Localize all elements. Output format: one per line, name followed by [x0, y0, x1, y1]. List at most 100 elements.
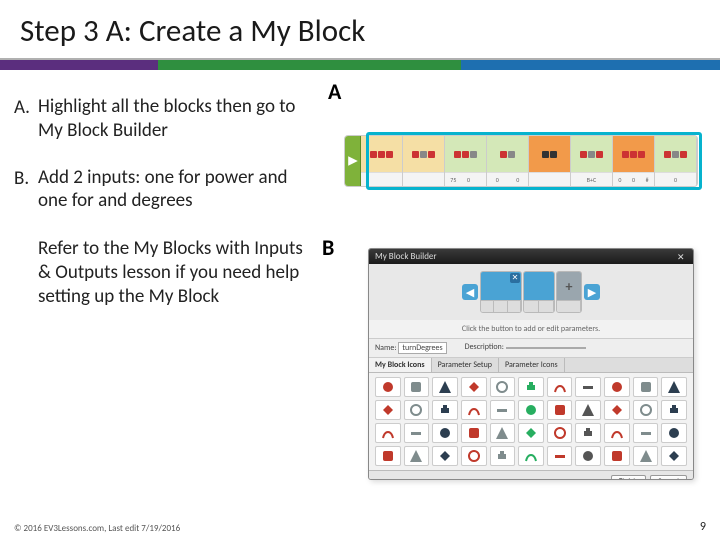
block-icon-option[interactable]: [490, 400, 516, 420]
block-param-value: 75: [450, 176, 456, 184]
block-param-icon: [664, 151, 671, 158]
block-param-icon: [386, 151, 393, 158]
block-icon-option[interactable]: [432, 446, 458, 466]
dialog-footer: Finish Cancel: [369, 470, 693, 480]
remove-param-icon[interactable]: ✕: [510, 273, 520, 283]
preview-block: +: [556, 271, 582, 313]
block-icon-option[interactable]: [490, 446, 516, 466]
block-preview-area: ◀ ✕+ ▶: [369, 264, 693, 320]
ev3-block: 0: [655, 136, 697, 186]
desc-input[interactable]: [506, 347, 586, 349]
tab-parameter-setup[interactable]: Parameter Setup: [432, 358, 499, 372]
block-icon-option[interactable]: [375, 400, 401, 420]
block-param-value: 0: [496, 176, 499, 184]
block-param-icon: [622, 151, 629, 158]
block-icon-option[interactable]: [432, 377, 458, 397]
accent-seg-3: [461, 60, 720, 70]
close-icon[interactable]: ✕: [677, 252, 687, 262]
block-icon-option[interactable]: [633, 423, 659, 443]
desc-label: Description:: [465, 342, 504, 352]
block-param-value: #: [646, 176, 649, 184]
block-icon-option[interactable]: [518, 423, 544, 443]
block-param-icon: [638, 151, 645, 158]
start-block: [345, 136, 361, 186]
block-param-value: B+C: [587, 176, 596, 184]
block-icon-option[interactable]: [404, 423, 430, 443]
block-icon-option[interactable]: [661, 446, 687, 466]
block-icon-option[interactable]: [633, 377, 659, 397]
block-icon-option[interactable]: [518, 446, 544, 466]
block-param-icon: [500, 151, 507, 158]
block-param-value: 0: [516, 176, 519, 184]
name-label: Name:: [375, 343, 397, 353]
block-icon-option[interactable]: [518, 400, 544, 420]
block-icon-option[interactable]: [575, 400, 601, 420]
block-icon-option[interactable]: [633, 400, 659, 420]
bullet-b: B. Add 2 inputs: one for power and one f…: [14, 167, 318, 214]
block-param-icon: [542, 151, 549, 158]
block-icon-option[interactable]: [575, 377, 601, 397]
block-icon-option[interactable]: [661, 400, 687, 420]
block-icon-option[interactable]: [490, 377, 516, 397]
block-icon-option[interactable]: [375, 446, 401, 466]
block-icon-option[interactable]: [518, 377, 544, 397]
block-icon-option[interactable]: [575, 423, 601, 443]
block-icon-option[interactable]: [547, 423, 573, 443]
block-icon-option[interactable]: [375, 423, 401, 443]
block-icon-option[interactable]: [404, 377, 430, 397]
tab-strip: My Block IconsParameter SetupParameter I…: [369, 358, 693, 373]
block-icon-option[interactable]: [604, 446, 630, 466]
block-icon-option[interactable]: [604, 400, 630, 420]
block-icon-option[interactable]: [547, 446, 573, 466]
param-next-button[interactable]: ▶: [584, 284, 600, 300]
block-icon-option[interactable]: [490, 423, 516, 443]
dialog-title: My Block Builder: [375, 251, 437, 262]
block-icon-option[interactable]: [604, 377, 630, 397]
add-param-icon[interactable]: +: [557, 272, 581, 300]
block-icon-option[interactable]: [461, 446, 487, 466]
block-param-icon: [508, 151, 515, 158]
tab-my-block-icons[interactable]: My Block Icons: [369, 358, 432, 372]
block-param-icon: [580, 151, 587, 158]
slide-title: Step 3 A: Create a My Block: [0, 0, 720, 60]
block-icon-option[interactable]: [547, 377, 573, 397]
block-param-icon: [462, 151, 469, 158]
block-icon-option[interactable]: [432, 423, 458, 443]
fields-row: Name: turnDegrees Description:: [369, 338, 693, 358]
bullet-b-text: Add 2 inputs: one for power and one for …: [14, 166, 318, 214]
block-icon-option[interactable]: [661, 377, 687, 397]
block-param-value: 0: [618, 176, 621, 184]
ev3-block: [403, 136, 445, 186]
block-icon-option[interactable]: [575, 446, 601, 466]
block-icon-option[interactable]: [375, 377, 401, 397]
block-param-icon: [470, 151, 477, 158]
preview-block: ✕: [480, 271, 522, 313]
block-icon-option[interactable]: [404, 400, 430, 420]
block-icon-option[interactable]: [661, 423, 687, 443]
block-param-icon: [680, 151, 687, 158]
block-icon-option[interactable]: [432, 400, 458, 420]
name-field: Name: turnDegrees: [375, 342, 447, 354]
block-icon-option[interactable]: [461, 400, 487, 420]
name-input[interactable]: turnDegrees: [398, 342, 446, 354]
block-icon-option[interactable]: [547, 400, 573, 420]
block-param-icon: [454, 151, 461, 158]
cancel-button[interactable]: Cancel: [650, 475, 688, 480]
block-icon-option[interactable]: [604, 423, 630, 443]
block-param-value: 0: [467, 176, 470, 184]
dialog-titlebar: My Block Builder ✕: [369, 249, 693, 264]
param-prev-button[interactable]: ◀: [462, 284, 478, 300]
bullet-b-letter: B.: [14, 167, 29, 190]
block-icon-option[interactable]: [461, 377, 487, 397]
tab-parameter-icons[interactable]: Parameter Icons: [499, 358, 565, 372]
page-number: 9: [700, 520, 706, 534]
ev3-block: 00: [487, 136, 529, 186]
block-icon-option[interactable]: [633, 446, 659, 466]
preview-blocks: ✕+: [480, 271, 582, 313]
block-icon-option[interactable]: [404, 446, 430, 466]
finish-button[interactable]: Finish: [611, 475, 646, 480]
block-icon-option[interactable]: [461, 423, 487, 443]
bullet-a-text: Highlight all the blocks then go to My B…: [14, 95, 318, 143]
note-text: Refer to the My Blocks with Inputs & Out…: [14, 237, 318, 308]
play-icon: [347, 155, 359, 167]
